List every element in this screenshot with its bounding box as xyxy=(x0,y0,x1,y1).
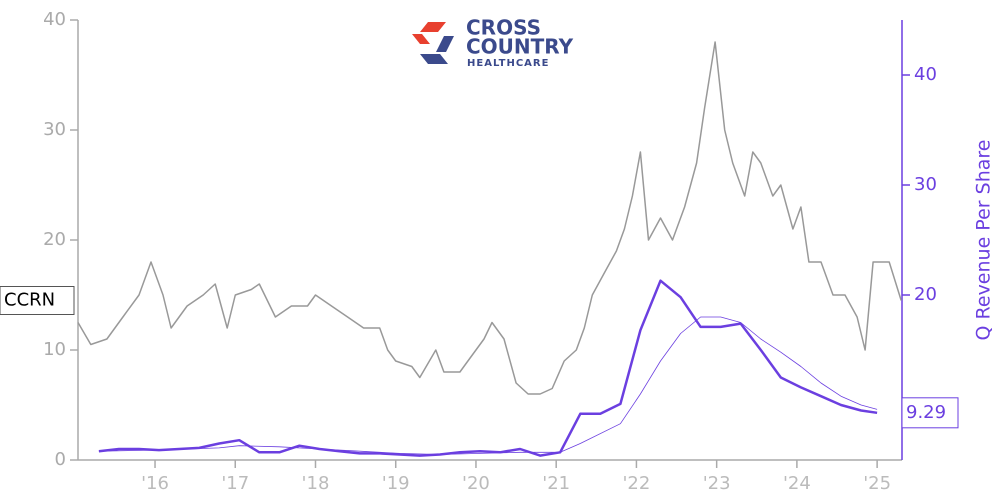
x-tick-label: '19 xyxy=(382,473,410,494)
logo-icon xyxy=(420,54,448,64)
y-tick-label: 10 xyxy=(43,339,66,360)
y-tick-label: 0 xyxy=(55,449,66,470)
logo-text: HEALTHCARE xyxy=(467,58,549,69)
series-line xyxy=(98,279,878,457)
y-tick-label: 20 xyxy=(43,229,66,250)
x-tick-label: '22 xyxy=(622,473,650,494)
logo-icon xyxy=(436,36,454,52)
series-line xyxy=(77,41,902,395)
y2-tick-label: 30 xyxy=(914,174,937,195)
x-tick-label: '25 xyxy=(863,473,891,494)
y2-axis-label: Q Revenue Per Share xyxy=(973,140,995,341)
x-tick-label: '24 xyxy=(783,473,811,494)
x-tick-label: '16 xyxy=(141,473,169,494)
logo-text: CROSS xyxy=(466,16,541,40)
series-line xyxy=(98,316,878,455)
logo: CROSS COUNTRY HEALTHCARE xyxy=(412,16,574,69)
series-label: CCRN xyxy=(4,290,55,311)
logo-icon xyxy=(412,34,430,44)
y-tick-label: 40 xyxy=(43,9,66,30)
y-tick-label: 30 xyxy=(43,119,66,140)
x-tick-label: '20 xyxy=(462,473,490,494)
logo-icon xyxy=(420,22,446,32)
value-label: 9.29 xyxy=(906,402,946,423)
value-label-box xyxy=(901,397,959,429)
x-tick-label: '17 xyxy=(221,473,249,494)
y2-tick-label: 40 xyxy=(914,64,937,85)
x-tick-label: '21 xyxy=(542,473,570,494)
x-tick-label: '23 xyxy=(703,473,731,494)
series-label-box xyxy=(0,286,75,315)
x-tick-label: '18 xyxy=(302,473,330,494)
logo-text: COUNTRY xyxy=(466,35,574,59)
y2-tick-label: 20 xyxy=(914,284,937,305)
